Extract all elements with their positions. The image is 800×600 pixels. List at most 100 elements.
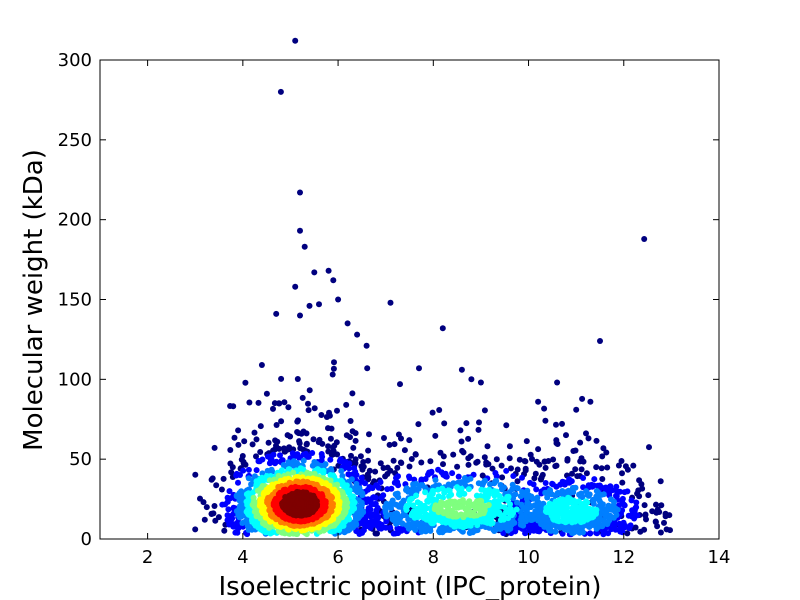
scatter-point — [309, 450, 316, 456]
scatter-point — [242, 461, 249, 468]
scatter-point — [272, 460, 278, 467]
scatter-point — [667, 527, 673, 534]
scatter-point — [465, 461, 472, 468]
scatter-point — [209, 475, 216, 482]
scatter-point — [450, 451, 457, 458]
scatter-point — [327, 435, 334, 442]
scatter-point — [446, 493, 452, 500]
scatter-point — [481, 454, 488, 461]
x-tick-label: 4 — [237, 547, 248, 568]
scatter-point — [398, 520, 405, 527]
scatter-point — [297, 189, 303, 196]
scatter-point — [277, 452, 283, 459]
scatter-point — [299, 394, 306, 401]
scatter-point — [465, 435, 472, 442]
scatter-point — [491, 492, 498, 499]
scatter-point — [514, 499, 520, 506]
scatter-point — [590, 500, 597, 507]
scatter-point — [568, 499, 575, 506]
scatter-point — [399, 499, 406, 506]
scatter-point — [203, 504, 210, 511]
scatter-point — [211, 503, 218, 509]
scatter-point — [265, 439, 272, 446]
scatter-point — [294, 418, 301, 425]
scatter-point — [598, 465, 605, 472]
scatter-point — [522, 458, 529, 465]
scatter-point — [231, 434, 238, 441]
scatter-point — [441, 420, 448, 427]
x-tick-label: 14 — [708, 547, 731, 568]
scatter-point — [235, 441, 242, 448]
scatter-point — [259, 470, 266, 477]
scatter-point — [580, 475, 587, 481]
scatter-point — [319, 440, 326, 447]
scatter-point — [390, 457, 397, 464]
scatter-point — [395, 482, 402, 489]
scatter-point — [573, 406, 580, 413]
scatter-point — [281, 399, 288, 406]
scatter-point — [587, 398, 594, 405]
scatter-point — [535, 398, 542, 405]
scatter-point — [349, 390, 356, 397]
scatter-point — [369, 518, 376, 525]
scatter-point — [347, 418, 354, 424]
y-tick-label: 100 — [58, 369, 92, 390]
scatter-point — [554, 379, 561, 386]
scatter-point — [406, 475, 413, 482]
scatter-point — [625, 512, 632, 519]
scatter-point — [363, 342, 370, 349]
scatter-point — [381, 435, 387, 441]
scatter-point — [571, 508, 578, 514]
y-tick-label: 250 — [58, 130, 92, 151]
scatter-point — [587, 530, 594, 537]
scatter-point — [518, 501, 525, 508]
scatter-point — [458, 438, 465, 445]
scatter-point — [542, 464, 549, 471]
scatter-point — [335, 296, 342, 303]
scatter-point — [253, 436, 260, 443]
scatter-point — [237, 472, 243, 478]
scatter-point — [192, 526, 199, 533]
scatter-point — [619, 470, 625, 477]
scatter-point — [435, 486, 442, 493]
scatter-point — [416, 365, 422, 372]
scatter-point — [304, 453, 311, 460]
scatter-point — [387, 524, 394, 531]
scatter-point — [519, 474, 525, 481]
scatter-point — [258, 362, 265, 368]
scatter-point — [624, 530, 631, 537]
scatter-point — [255, 399, 262, 406]
scatter-point — [344, 320, 351, 327]
scatter-point — [329, 371, 336, 378]
scatter-point — [297, 312, 303, 319]
scatter-point — [613, 483, 620, 490]
scatter-point — [510, 473, 517, 479]
scatter-point — [228, 520, 235, 527]
scatter-point — [303, 430, 310, 437]
scatter-point — [310, 436, 317, 443]
scatter-point — [382, 473, 389, 480]
scatter-point — [325, 443, 332, 450]
y-tick-label: 0 — [81, 529, 92, 550]
scatter-point — [460, 449, 467, 456]
scatter-point — [365, 447, 372, 454]
scatter-point — [278, 375, 285, 382]
scatter-point — [616, 520, 623, 527]
scatter-point — [483, 461, 490, 468]
x-tick-label: 12 — [612, 547, 635, 568]
scatter-point — [394, 511, 401, 518]
scatter-point — [336, 458, 343, 464]
scatter-point — [406, 437, 413, 444]
scatter-point — [578, 466, 585, 473]
scatter-point — [657, 478, 664, 485]
scatter-point — [532, 470, 539, 477]
scatter-point — [358, 463, 365, 470]
scatter-point — [518, 513, 525, 520]
x-tick-label: 2 — [142, 547, 153, 568]
scatter-point — [327, 456, 334, 463]
scatter-point — [246, 399, 253, 406]
scatter-point — [301, 243, 308, 250]
scatter-point — [229, 464, 236, 471]
x-tick-label: 6 — [332, 547, 343, 568]
